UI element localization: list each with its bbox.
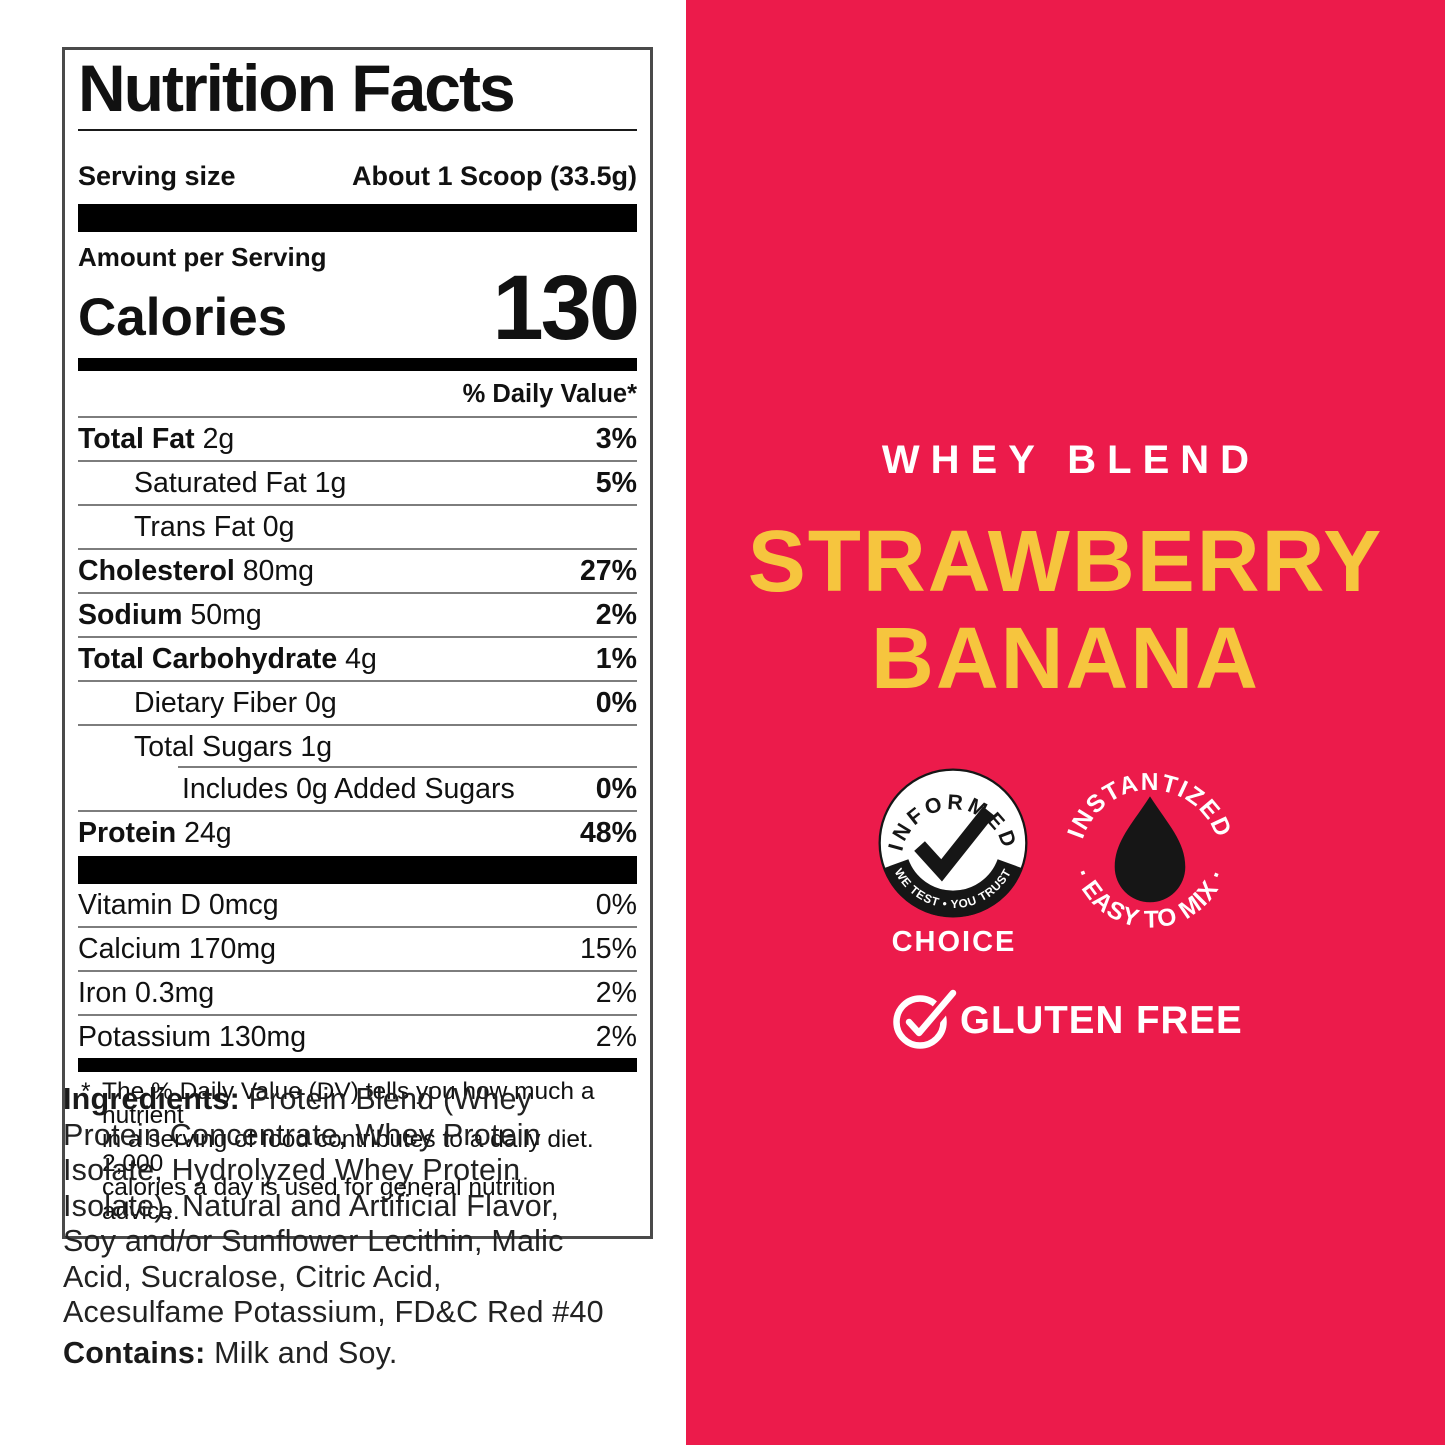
nutrient-row-total-fat: Total Fat 2g 3% [78,423,637,456]
daily-value: 2% [595,1021,637,1054]
flavor-line-2: BANANA [871,610,1260,707]
nutrient-row-added-sugars: Includes 0g Added Sugars 0% [78,766,637,810]
ingredients-text: Ingredients: Protein Blend (Whey Protein… [63,1082,604,1329]
checkmark-icon [914,806,995,882]
daily-value: 1% [595,643,637,676]
droplet-icon [1114,796,1186,903]
daily-value: 2% [595,977,637,1010]
nutrient-row-trans-fat: Trans Fat 0g [78,504,637,548]
daily-value: 0% [595,687,637,720]
daily-value: 0% [595,889,637,922]
footnote-text: The % Daily Value (DV) tells you how muc… [102,1078,595,1226]
serving-size-row: Serving size About 1 Scoop (33.5g) [78,161,637,192]
daily-value: 0% [595,773,637,806]
medium-divider-bar [78,358,637,372]
serving-size-value: About 1 Scoop (33.5g) [351,160,637,191]
nutrient-row-sodium: Sodium 50mg 2% [78,592,637,636]
footnote-asterisk: * [81,1078,91,1106]
daily-value: 2% [595,599,637,632]
micronutrient-row-iron: Iron 0.3mg 2% [78,970,637,1014]
micronutrient-row-potassium: Potassium 130mg 2% [78,1014,637,1058]
flavor-line-1: STRAWBERRY [747,513,1384,610]
nutrient-row-total-carbohydrate: Total Carbohydrate 4g 1% [78,636,637,680]
nutrient-row-total-sugars: Total Sugars 1g [78,724,637,768]
nutrient-row-dietary-fiber: Dietary Fiber 0g 0% [78,680,637,724]
nutrient-row-cholesterol: Cholesterol 80mg 27% [78,548,637,592]
contains-heading: Contains: [63,1336,215,1370]
check-circle-icon [893,986,959,1049]
instantized-badge: INSTANTIZED · EASY TO MIX · [1063,769,1236,934]
informed-choice-badge: INFORMED WE TEST • YOU TRUST [878,768,1028,918]
daily-value: 15% [579,933,637,966]
nutrition-facts-title: Nutrition Facts [78,54,637,131]
choice-caption: CHOICE [891,926,1017,958]
gluten-free-label: GLUTEN FREE [960,999,1243,1042]
nutrient-row-saturated-fat: Saturated Fat 1g 5% [78,460,637,504]
contains-text: Contains: Milk and Soy. [63,1336,398,1370]
ingredients-heading: Ingredients: [63,1082,249,1116]
whey-blend-kicker: WHEY BLEND [881,438,1261,482]
serving-size-label: Serving size [78,160,236,191]
nutrient-row-protein: Protein 24g 48% [78,810,637,854]
daily-value: 27% [579,555,637,588]
amount-per-serving-label: Amount per Serving [78,241,327,272]
calories-row: Calories 130 [78,256,640,359]
thick-divider-bar [78,203,637,232]
micronutrient-row-calcium: Calcium 170mg 15% [78,926,637,970]
nutrition-facts-label: Nutrition Facts Serving size About 1 Sco… [62,47,653,1240]
daily-value: 5% [595,467,637,500]
calories-label: Calories [78,288,288,348]
daily-value: 48% [579,817,637,850]
calories-value: 130 [492,256,640,359]
micronutrient-row-vitamin-d: Vitamin D 0mcg 0% [78,889,637,922]
flavor-name: STRAWBERRY BANANA [686,513,1445,707]
daily-value: 3% [595,423,637,456]
daily-value-footnote: * The % Daily Value (DV) tells you how m… [78,1072,637,1226]
small-divider-bar [78,1058,637,1073]
badge-bottom-band [883,858,1023,918]
brand-panel: WHEY BLEND STRAWBERRY BANANA INFORMED WE… [686,0,1445,1445]
daily-value-header: % Daily Value* [78,371,637,419]
thick-divider-bar [78,856,637,885]
